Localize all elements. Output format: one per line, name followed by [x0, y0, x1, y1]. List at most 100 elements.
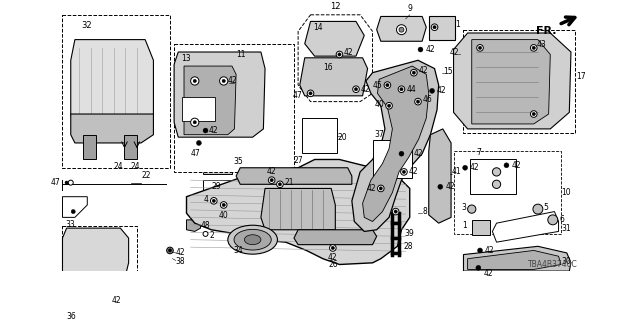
Circle shape [276, 181, 284, 188]
Polygon shape [125, 135, 137, 159]
Text: 40: 40 [374, 100, 384, 108]
Bar [203, 156, 232, 173]
Circle shape [431, 24, 438, 30]
Circle shape [330, 245, 336, 251]
Text: 26: 26 [328, 260, 338, 269]
Text: 3: 3 [462, 203, 467, 212]
Circle shape [477, 44, 483, 51]
Circle shape [531, 111, 537, 117]
Text: 47: 47 [51, 178, 61, 187]
Text: 42: 42 [176, 248, 186, 257]
Circle shape [403, 170, 406, 173]
Text: 21: 21 [284, 178, 294, 187]
Text: 33: 33 [65, 220, 75, 229]
Circle shape [532, 46, 536, 50]
Text: 45: 45 [372, 81, 383, 90]
Bar [75, 279, 116, 300]
Text: 17: 17 [576, 72, 586, 81]
Bar [302, 118, 337, 153]
Bar [174, 44, 294, 172]
Bar [203, 180, 248, 213]
Text: 42: 42 [485, 246, 495, 255]
Bar [63, 15, 170, 168]
Text: TBA4B3740C: TBA4B3740C [528, 260, 577, 269]
Text: FR.: FR. [536, 26, 556, 36]
Circle shape [533, 204, 543, 214]
Text: 9: 9 [407, 4, 412, 13]
Polygon shape [63, 228, 129, 292]
Circle shape [270, 179, 273, 182]
Text: 42: 42 [328, 253, 338, 262]
Circle shape [384, 82, 390, 88]
Circle shape [379, 187, 383, 190]
Text: 31: 31 [561, 224, 571, 233]
Text: 40: 40 [219, 211, 228, 220]
Text: 42: 42 [437, 86, 447, 95]
Circle shape [399, 27, 404, 32]
Text: 44: 44 [406, 85, 416, 94]
Polygon shape [186, 159, 410, 265]
Text: 4: 4 [204, 195, 209, 204]
Circle shape [477, 248, 483, 253]
Text: 29: 29 [211, 182, 221, 191]
Text: 6: 6 [559, 215, 564, 224]
Text: 24: 24 [131, 162, 140, 171]
Circle shape [478, 46, 482, 50]
Polygon shape [363, 66, 429, 221]
Polygon shape [352, 60, 438, 231]
Circle shape [492, 168, 500, 176]
Polygon shape [492, 212, 559, 242]
Circle shape [71, 210, 76, 214]
Polygon shape [298, 15, 372, 102]
Polygon shape [186, 220, 200, 231]
Text: 42: 42 [366, 184, 376, 193]
Text: 37: 37 [374, 130, 384, 139]
Circle shape [106, 289, 111, 294]
Circle shape [65, 181, 68, 184]
Bar [429, 16, 455, 40]
Circle shape [353, 86, 359, 92]
Ellipse shape [228, 225, 278, 254]
Text: 47: 47 [292, 91, 302, 100]
Circle shape [387, 104, 390, 108]
Polygon shape [184, 66, 236, 135]
Polygon shape [300, 58, 367, 96]
Text: 47: 47 [191, 149, 200, 158]
Polygon shape [174, 52, 265, 137]
Text: 41: 41 [452, 167, 461, 176]
Bar [470, 159, 516, 194]
Circle shape [438, 184, 443, 189]
Text: 39: 39 [404, 229, 413, 238]
Text: 13: 13 [180, 54, 190, 63]
Circle shape [410, 69, 417, 76]
Circle shape [193, 79, 196, 83]
Text: 48: 48 [200, 221, 210, 230]
Circle shape [278, 183, 282, 186]
Text: 42: 42 [112, 296, 122, 305]
Text: 12: 12 [330, 2, 340, 11]
Circle shape [309, 92, 312, 95]
Text: 11: 11 [236, 50, 246, 59]
Circle shape [412, 71, 415, 74]
Circle shape [268, 177, 275, 183]
Circle shape [400, 88, 403, 91]
Polygon shape [454, 33, 571, 129]
Text: 42: 42 [409, 167, 419, 176]
Polygon shape [305, 21, 364, 56]
Circle shape [531, 44, 537, 51]
Text: 46: 46 [422, 95, 432, 104]
Circle shape [196, 140, 202, 145]
Text: 5: 5 [543, 203, 548, 212]
Circle shape [433, 26, 436, 29]
Circle shape [222, 79, 225, 83]
Text: 22: 22 [141, 171, 150, 180]
Text: 24: 24 [114, 162, 124, 171]
Polygon shape [377, 16, 426, 41]
Text: 42: 42 [419, 66, 428, 75]
Text: 42: 42 [414, 149, 424, 158]
Circle shape [168, 249, 172, 252]
Text: 1: 1 [455, 20, 460, 29]
Text: 35: 35 [234, 157, 243, 166]
Polygon shape [71, 40, 154, 135]
Polygon shape [429, 129, 451, 223]
